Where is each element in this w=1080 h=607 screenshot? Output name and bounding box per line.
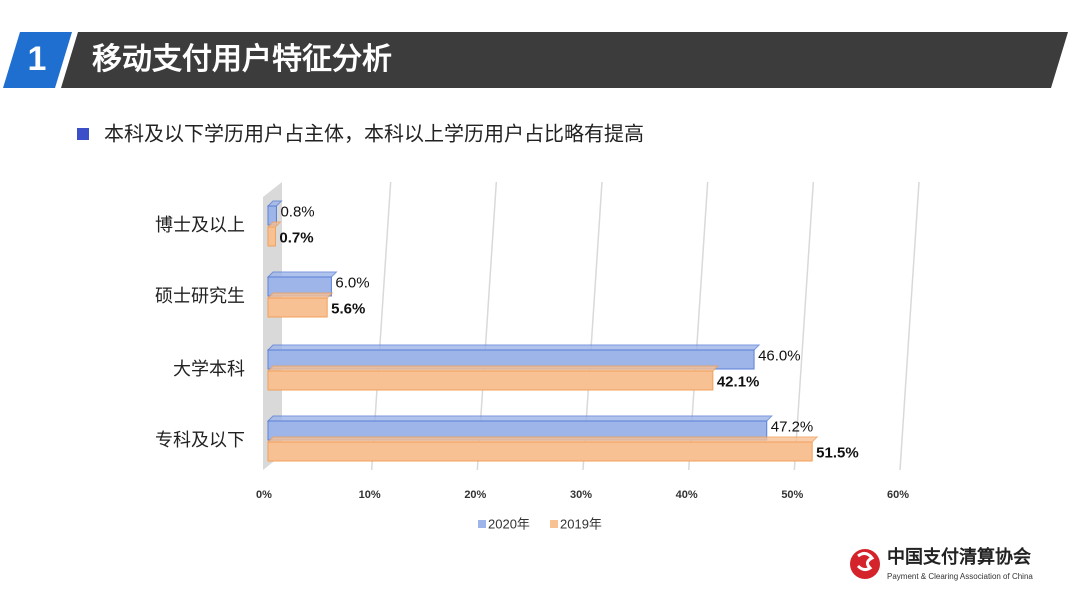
legend-swatch [550, 520, 558, 528]
back-wall [263, 182, 282, 470]
bullet [77, 128, 89, 140]
data-label: 0.8% [280, 203, 314, 220]
header-title: 移动支付用户特征分析 [92, 43, 392, 76]
y-tick-label: 专科及以下 [155, 430, 245, 450]
bar-top [266, 415, 773, 422]
x-tick-label: 10% [359, 489, 381, 501]
y-tick-label: 大学本科 [173, 359, 245, 379]
bar-top [266, 436, 819, 443]
logo-name: 中国支付清算协会 [887, 546, 1031, 567]
data-label: 5.6% [331, 300, 365, 317]
data-label: 51.5% [816, 444, 859, 461]
x-tick-label: 50% [781, 489, 803, 501]
bar [267, 226, 276, 247]
data-label: 47.2% [771, 418, 814, 435]
subtitle: 本科及以下学历用户占主体，本科以上学历用户占比略有提高 [104, 122, 644, 145]
header-number: 1 [28, 40, 47, 78]
bar [267, 297, 328, 318]
logo-english: Payment & Clearing Association of China [887, 572, 1033, 581]
bar-top [266, 365, 720, 372]
grid-line [793, 181, 815, 471]
header-number-box [3, 32, 72, 88]
data-label: 0.7% [279, 229, 313, 246]
y-tick-label: 硕士研究生 [155, 286, 245, 306]
y-tick-label: 博士及以上 [155, 215, 245, 235]
logo-icon-mark [856, 551, 875, 572]
x-tick-label: 40% [676, 489, 698, 501]
x-tick-label: 20% [464, 489, 486, 501]
x-tick-label: 30% [570, 489, 592, 501]
x-tick-label: 60% [887, 489, 909, 501]
legend-label: 2019年 [560, 516, 602, 531]
bar-top [266, 344, 761, 351]
legend-label: 2020年 [488, 516, 530, 531]
grid-line [899, 181, 920, 471]
header-bar [61, 32, 1068, 88]
data-label: 42.1% [717, 373, 760, 390]
x-tick-label: 0% [256, 489, 272, 501]
bar-top [266, 292, 334, 299]
bar-top [266, 271, 338, 278]
legend-swatch [478, 520, 486, 528]
data-label: 46.0% [758, 347, 801, 364]
bar [267, 441, 813, 462]
data-label: 6.0% [335, 274, 369, 291]
bar [267, 370, 714, 391]
